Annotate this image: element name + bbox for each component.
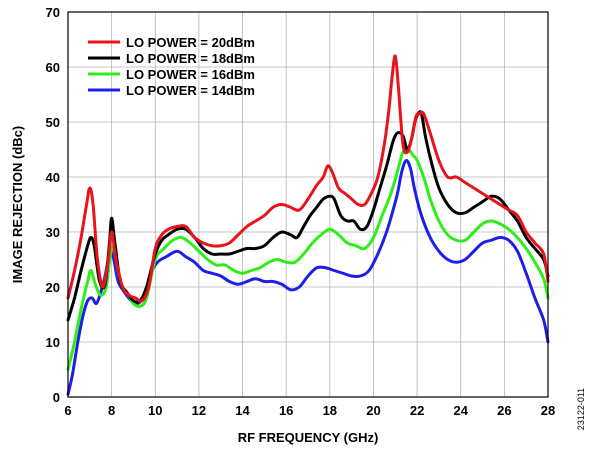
legend-label-4: LO POWER = 14dBm	[126, 83, 255, 98]
x-tick-label: 20	[366, 403, 380, 418]
y-tick-label: 60	[46, 60, 60, 75]
x-tick-label: 22	[410, 403, 424, 418]
legend-label-2: LO POWER = 18dBm	[126, 51, 255, 66]
y-axis-title: IMAGE REJECTION (dBc)	[10, 126, 25, 283]
y-tick-label: 0	[53, 390, 60, 405]
series-line-1	[66, 54, 550, 303]
figure-id: 23122-011	[576, 388, 586, 430]
x-tick-label: 6	[64, 403, 71, 418]
y-tick-label: 70	[46, 5, 60, 20]
series-lines	[66, 54, 550, 396]
series-line-4	[66, 158, 550, 396]
x-tick-label: 14	[235, 403, 250, 418]
plot-area-frame	[67, 11, 549, 398]
y-tick-label: 10	[46, 335, 60, 350]
y-tick-label: 20	[46, 280, 60, 295]
y-tick-label: 30	[46, 225, 60, 240]
x-tick-label: 16	[279, 403, 293, 418]
x-tick-label: 28	[541, 403, 555, 418]
y-tick-label: 50	[46, 115, 60, 130]
x-tick-label: 8	[108, 403, 115, 418]
x-tick-label: 12	[192, 403, 206, 418]
y-tick-label: 40	[46, 170, 60, 185]
y-tick-labels: 0 10 20 30 40 50 60 70	[46, 5, 60, 405]
series-line-2	[66, 110, 550, 322]
x-tick-label: 18	[323, 403, 337, 418]
x-tick-label: 26	[497, 403, 511, 418]
series-line-3	[66, 147, 550, 371]
legend-label-3: LO POWER = 16dBm	[126, 67, 255, 82]
legend-label-1: LO POWER = 20dBm	[126, 35, 255, 50]
x-tick-label: 24	[453, 403, 468, 418]
x-tick-label: 10	[148, 403, 162, 418]
x-tick-labels: 6 8 10 12 14 16 18 20 22 24 26 28	[64, 403, 555, 418]
x-axis-title: RF FREQUENCY (GHz)	[238, 430, 379, 445]
